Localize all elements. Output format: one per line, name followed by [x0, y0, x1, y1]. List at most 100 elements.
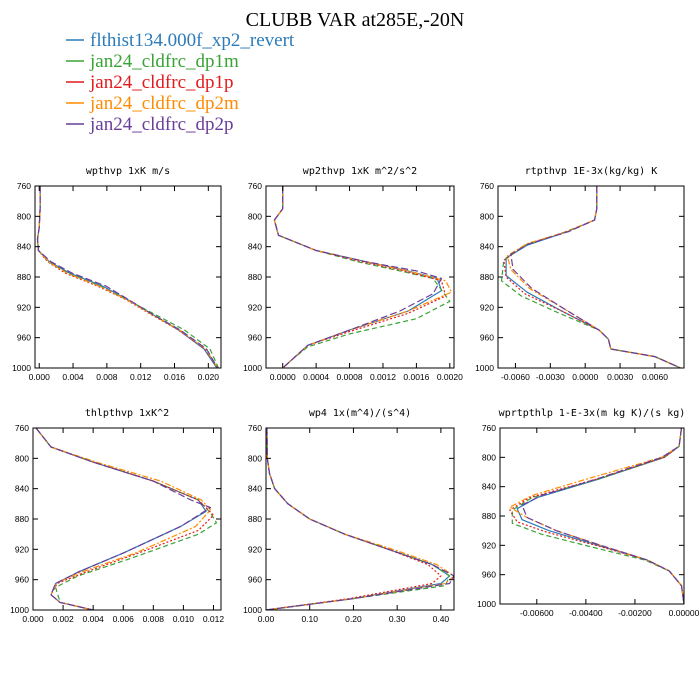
y-tick-label: 840 [17, 242, 31, 252]
y-tick-label: 800 [482, 452, 496, 462]
legend-label: jan24_cldfrc_dp2m [89, 93, 239, 114]
series-line [521, 428, 684, 604]
panel-title: wpthvp 1xK m/s [86, 166, 170, 177]
panel-title: rtpthvp 1E-3x(kg/kg) K [525, 166, 657, 177]
x-tick-label: 0.012 [203, 614, 225, 624]
x-tick-label: 0.20 [345, 614, 362, 624]
y-tick-label: 960 [248, 575, 262, 585]
panel-title: thlpthvp 1xK^2 [85, 408, 169, 419]
x-tick-label: 0.10 [301, 614, 318, 624]
series-line [273, 186, 447, 368]
y-tick-label: 800 [15, 453, 29, 463]
series-line [273, 186, 443, 368]
chart-panel: thlpthvp 1xK^276080084088092096010000.00… [10, 408, 224, 624]
series-line [35, 428, 212, 610]
y-tick-label: 880 [15, 514, 29, 524]
series-line [509, 428, 684, 604]
series-group [273, 186, 453, 368]
y-tick-label: 1000 [475, 363, 494, 373]
y-tick-label: 840 [15, 484, 29, 494]
x-tick-label: -0.00600 [520, 608, 554, 618]
y-tick-label: 1000 [12, 363, 31, 373]
panel-title: wprtpthlp 1-E-3x(m kg K)/(s kg) [499, 408, 686, 419]
y-tick-label: 880 [17, 272, 31, 282]
x-tick-label: 0.30 [389, 614, 406, 624]
chart-panel: wprtpthlp 1-E-3x(m kg K)/(s kg)760 800 840… [477, 408, 700, 618]
y-tick-label: 800 [248, 211, 262, 221]
x-tick-label: 0.008 [143, 614, 165, 624]
y-tick-label: 920 [480, 302, 494, 312]
panel-title: wp4 1x(m^4)/(s^4) [309, 408, 411, 419]
series-line [506, 186, 681, 368]
plot-frame [497, 185, 685, 369]
y-tick-label: 960 [17, 333, 31, 343]
x-tick-label: 0.0000 [270, 372, 296, 382]
legend-item: jan24_cldfrc_dp1p [66, 72, 234, 93]
series-line [35, 428, 218, 610]
x-tick-label: 0.0004 [303, 372, 329, 382]
x-tick-label: -0.00400 [569, 608, 603, 618]
series-group [266, 428, 454, 610]
legend: flthist134.000f_xp2_revertjan24_cldfrc_d… [66, 30, 295, 135]
series-line [35, 428, 212, 610]
series-line [266, 428, 451, 610]
series-line [511, 428, 684, 604]
y-tick-label: 960 [248, 333, 262, 343]
x-tick-label: 0.0030 [607, 372, 633, 382]
y-tick-label: 1000 [243, 363, 262, 373]
legend-label: flthist134.000f_xp2_revert [90, 30, 295, 51]
x-tick-label: 0.00000 [669, 608, 700, 618]
series-line [36, 186, 218, 368]
series-line [36, 186, 220, 368]
x-tick-label: -0.0030 [536, 372, 565, 382]
series-line [266, 428, 451, 610]
series-line [35, 428, 215, 610]
x-tick-label: 0.000 [29, 372, 51, 382]
x-tick-label: 0.012 [130, 372, 152, 382]
y-tick-label: 840 [482, 482, 496, 492]
series-line [266, 428, 442, 610]
series-line [505, 186, 681, 368]
legend-label: jan24_cldfrc_dp1m [89, 51, 239, 72]
series-line [273, 186, 443, 368]
legend-item: jan24_cldfrc_dp2p [66, 114, 234, 135]
chart-panel: rtpthvp 1E-3x(kg/kg) K 760 800 840 880 920 960… [475, 166, 685, 382]
series-line [36, 186, 219, 368]
x-tick-label: 0.0008 [337, 372, 363, 382]
legend-item: flthist134.000f_xp2_revert [66, 30, 295, 51]
y-tick-label: 960 [482, 570, 496, 580]
series-line [36, 186, 219, 368]
plot-frame [265, 427, 455, 611]
series-line [509, 428, 684, 604]
chart-panel: wp4 1x(m^4)/(s^4)76080084088092096010000… [243, 408, 455, 624]
x-tick-label: 0.020 [198, 372, 220, 382]
legend-item: jan24_cldfrc_dp1m [66, 51, 239, 72]
x-tick-label: 0.002 [52, 614, 74, 624]
y-tick-label: 960 [15, 575, 29, 585]
x-tick-label: 0.40 [433, 614, 450, 624]
y-tick-label: 760 [248, 181, 262, 191]
y-tick-label: 880 [248, 514, 262, 524]
y-tick-label: 920 [248, 302, 262, 312]
panels: wpthvp 1xK m/s76080084088092096010000.00… [10, 166, 700, 624]
y-tick-label: 920 [15, 544, 29, 554]
y-tick-label: 840 [480, 242, 494, 252]
y-tick-label: 760 [17, 181, 31, 191]
x-tick-label: 0.000 [22, 614, 44, 624]
chart-panel: wpthvp 1xK m/s76080084088092096010000.00… [12, 166, 222, 382]
x-tick-label: -0.0060 [501, 372, 530, 382]
figure-title: CLUBB VAR at285E,-20N [246, 9, 465, 31]
series-line [516, 428, 684, 604]
y-tick-label: 880 [248, 272, 262, 282]
y-tick-label: 920 [17, 302, 31, 312]
series-group [509, 428, 684, 604]
y-tick-label: 800 [480, 211, 494, 221]
legend-label: jan24_cldfrc_dp1p [89, 72, 234, 93]
y-tick-label: 880 [480, 272, 494, 282]
series-line [503, 186, 681, 368]
y-tick-label: 840 [248, 242, 262, 252]
x-tick-label: 0.008 [96, 372, 118, 382]
series-group [36, 186, 220, 368]
y-tick-label: 1000 [10, 605, 29, 615]
